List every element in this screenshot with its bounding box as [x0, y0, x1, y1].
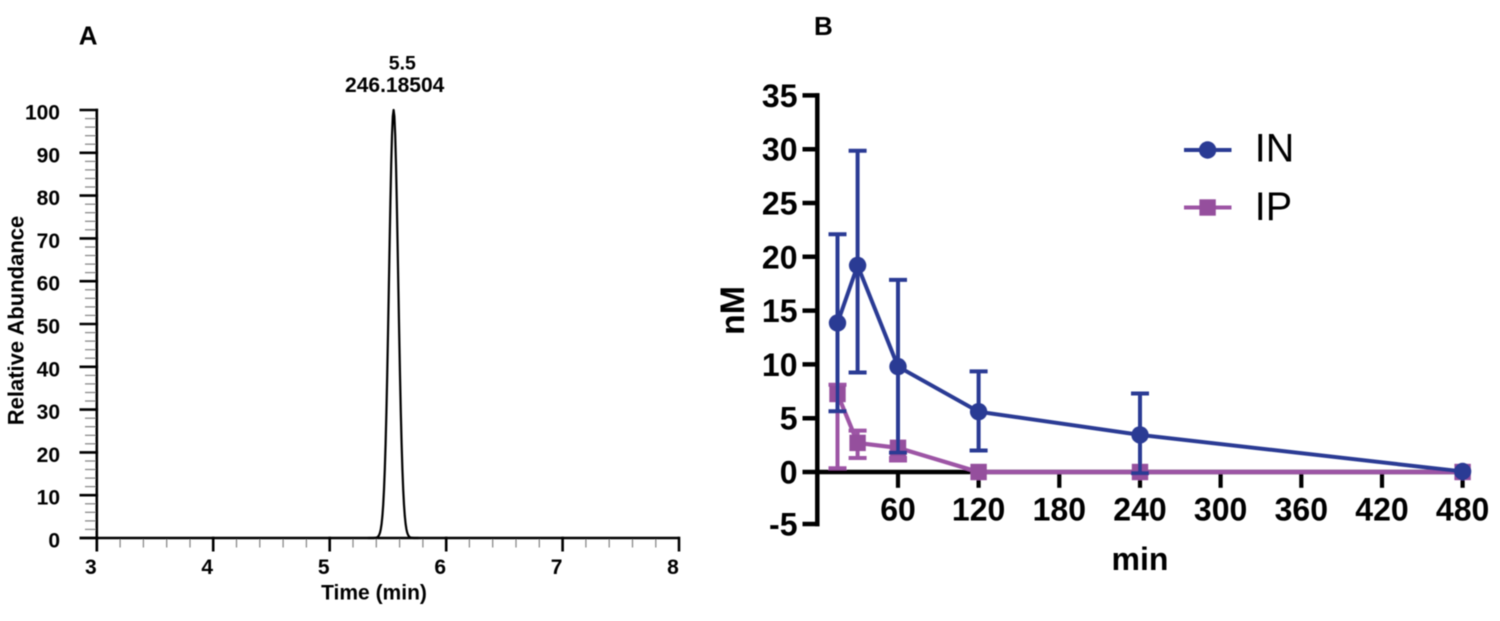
- svg-text:0: 0: [48, 530, 60, 553]
- svg-text:35: 35: [762, 78, 798, 114]
- svg-text:90: 90: [37, 144, 60, 167]
- svg-text:15: 15: [762, 293, 798, 329]
- svg-text:3: 3: [85, 556, 97, 579]
- svg-text:min: min: [1112, 541, 1169, 577]
- svg-text:30: 30: [37, 401, 60, 424]
- svg-text:7: 7: [551, 556, 563, 579]
- svg-text:B: B: [814, 11, 833, 41]
- svg-text:60: 60: [37, 273, 60, 296]
- svg-text:6: 6: [434, 556, 446, 579]
- svg-text:70: 70: [37, 230, 60, 253]
- svg-text:20: 20: [762, 239, 798, 275]
- svg-text:IP: IP: [1255, 185, 1292, 229]
- svg-text:180: 180: [1033, 492, 1086, 528]
- svg-text:480: 480: [1436, 492, 1489, 528]
- svg-text:10: 10: [762, 347, 798, 383]
- svg-text:5: 5: [318, 556, 330, 579]
- svg-text:100: 100: [25, 102, 60, 125]
- svg-text:0: 0: [780, 455, 798, 491]
- svg-text:10: 10: [37, 487, 60, 510]
- svg-text:246.18504: 246.18504: [345, 74, 445, 97]
- svg-text:A: A: [79, 21, 98, 51]
- svg-text:50: 50: [37, 316, 60, 339]
- svg-text:420: 420: [1355, 492, 1408, 528]
- svg-text:Time (min): Time (min): [321, 581, 427, 604]
- svg-text:360: 360: [1275, 492, 1328, 528]
- svg-text:60: 60: [880, 492, 916, 528]
- svg-text:IN: IN: [1255, 127, 1295, 171]
- svg-text:20: 20: [37, 444, 60, 467]
- svg-text:120: 120: [952, 492, 1005, 528]
- svg-text:5: 5: [780, 401, 798, 437]
- svg-text:300: 300: [1194, 492, 1247, 528]
- svg-text:25: 25: [762, 186, 798, 222]
- svg-text:8: 8: [667, 556, 679, 579]
- svg-text:30: 30: [762, 132, 798, 168]
- svg-text:80: 80: [37, 187, 60, 210]
- svg-text:-5: -5: [769, 507, 797, 543]
- svg-text:nM: nM: [714, 286, 752, 335]
- svg-text:5.5: 5.5: [389, 52, 416, 74]
- svg-text:40: 40: [37, 358, 60, 381]
- svg-text:4: 4: [201, 556, 213, 579]
- svg-text:Relative Abundance: Relative Abundance: [4, 216, 29, 425]
- svg-text:240: 240: [1113, 492, 1166, 528]
